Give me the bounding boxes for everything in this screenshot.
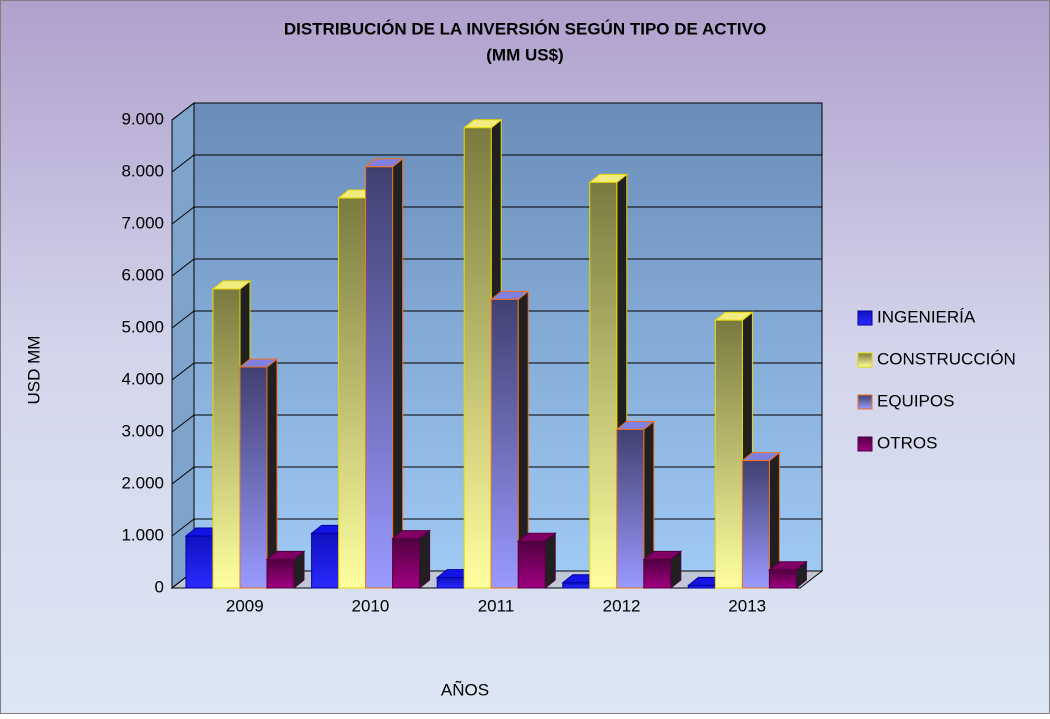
y-tick-label: 6.000 xyxy=(121,265,164,284)
legend-label: CONSTRUCCIÓN xyxy=(877,349,1016,368)
x-tick-label: 2012 xyxy=(603,596,641,615)
x-tick-label: 2011 xyxy=(478,596,515,615)
y-tick-label: 8.000 xyxy=(121,161,164,180)
bar xyxy=(463,127,492,589)
legend-swatch xyxy=(857,352,873,368)
legend-label: INGENIERÍA xyxy=(877,307,976,326)
legend-swatch xyxy=(857,310,873,326)
bar xyxy=(490,298,519,589)
chart-subtitle: (MM US$) xyxy=(486,45,563,64)
bar xyxy=(392,538,421,589)
bar-side xyxy=(419,529,431,590)
x-tick-label: 2009 xyxy=(226,596,264,615)
y-tick-label: 9.000 xyxy=(121,109,164,128)
bar xyxy=(338,197,367,589)
y-tick-label: 1.000 xyxy=(121,525,164,544)
bar xyxy=(212,288,241,589)
bar xyxy=(687,584,716,589)
x-axis-label: AÑOS xyxy=(441,680,489,699)
bar xyxy=(436,577,465,589)
x-tick-label: 2013 xyxy=(728,596,766,615)
y-tick-label: 5.000 xyxy=(121,317,164,336)
grid-line xyxy=(171,154,822,173)
bar xyxy=(239,366,268,589)
bar-side xyxy=(392,157,404,590)
y-tick-label: 0 xyxy=(155,577,164,596)
bar xyxy=(365,166,394,589)
x-tick-label: 2010 xyxy=(351,596,389,615)
bar xyxy=(185,535,214,589)
legend-swatch xyxy=(857,436,873,452)
bar xyxy=(589,181,618,589)
left-wall xyxy=(171,101,195,590)
y-axis-label: USD MM xyxy=(24,336,43,405)
bar xyxy=(643,558,672,589)
legend-label: EQUIPOS xyxy=(877,391,954,410)
bar xyxy=(517,540,546,589)
grid-line xyxy=(171,102,822,121)
y-tick-label: 4.000 xyxy=(121,369,164,388)
y-tick-label: 7.000 xyxy=(121,213,164,232)
legend-swatch xyxy=(857,394,873,410)
bar-side xyxy=(544,532,556,590)
bar xyxy=(562,582,591,589)
bar xyxy=(311,532,340,589)
chart-title: DISTRIBUCIÓN DE LA INVERSIÓN SEGÚN TIPO … xyxy=(284,19,766,38)
y-tick-label: 2.000 xyxy=(121,473,164,492)
legend-label: OTROS xyxy=(877,433,937,452)
y-tick-label: 3.000 xyxy=(121,421,164,440)
bar xyxy=(741,460,770,589)
bar xyxy=(616,428,645,589)
bar xyxy=(266,558,295,589)
bar xyxy=(768,569,797,589)
bar xyxy=(714,319,743,589)
